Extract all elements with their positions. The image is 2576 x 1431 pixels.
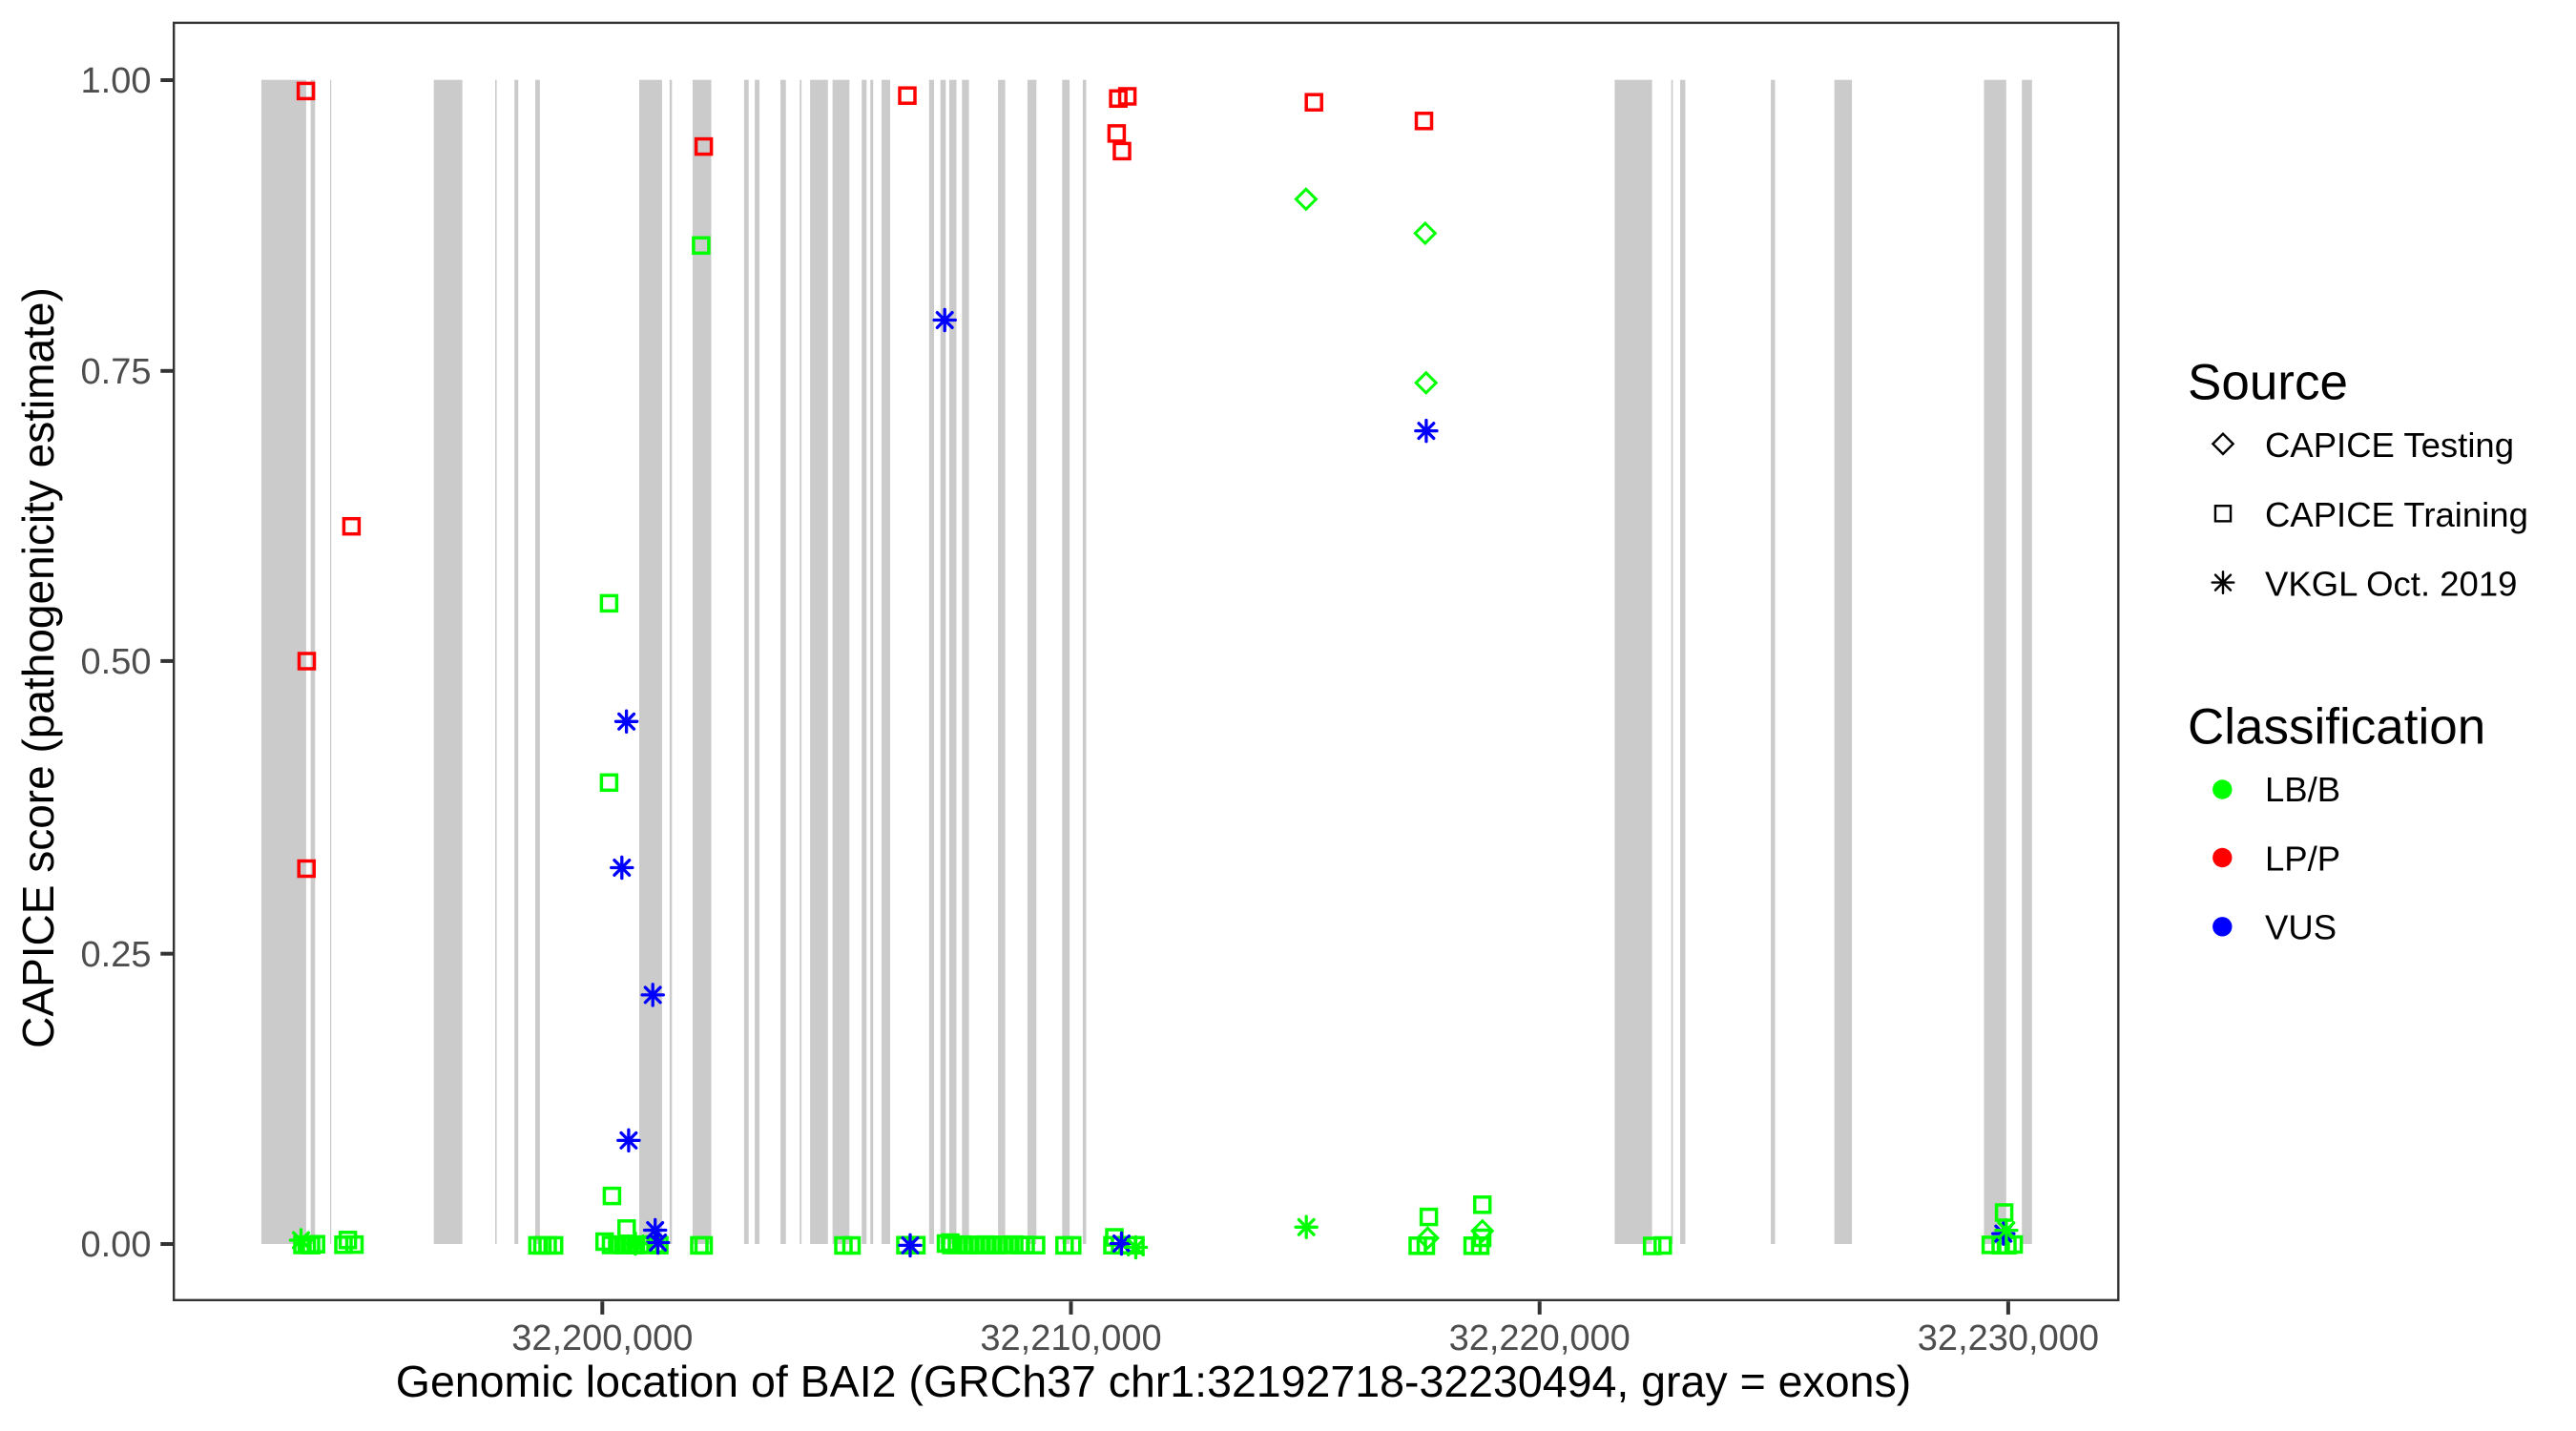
svg-text:1.00: 1.00 [81,61,152,101]
svg-text:32,210,000: 32,210,000 [980,1318,1161,1358]
svg-text:Classification: Classification [2188,699,2485,756]
svg-text:VKGL Oct. 2019: VKGL Oct. 2019 [2265,565,2517,604]
svg-text:Source: Source [2188,355,2348,411]
svg-text:LP/P: LP/P [2265,840,2340,879]
svg-text:Genomic location of BAI2 (GRCh: Genomic location of BAI2 (GRCh37 chr1:32… [396,1357,1911,1406]
svg-text:0.25: 0.25 [81,935,152,975]
svg-text:32,220,000: 32,220,000 [1449,1318,1631,1358]
svg-text:CAPICE Testing: CAPICE Testing [2265,425,2514,465]
svg-text:32,200,000: 32,200,000 [511,1318,693,1358]
svg-text:0.75: 0.75 [81,352,152,392]
svg-text:32,230,000: 32,230,000 [1918,1318,2099,1358]
svg-text:0.00: 0.00 [81,1225,152,1265]
svg-text:0.50: 0.50 [81,642,152,682]
svg-text:CAPICE score (pathogenicity es: CAPICE score (pathogenicity estimate) [13,287,63,1048]
svg-text:VUS: VUS [2265,908,2337,947]
svg-text:CAPICE Training: CAPICE Training [2265,495,2528,534]
svg-text:LB/B: LB/B [2265,770,2340,809]
